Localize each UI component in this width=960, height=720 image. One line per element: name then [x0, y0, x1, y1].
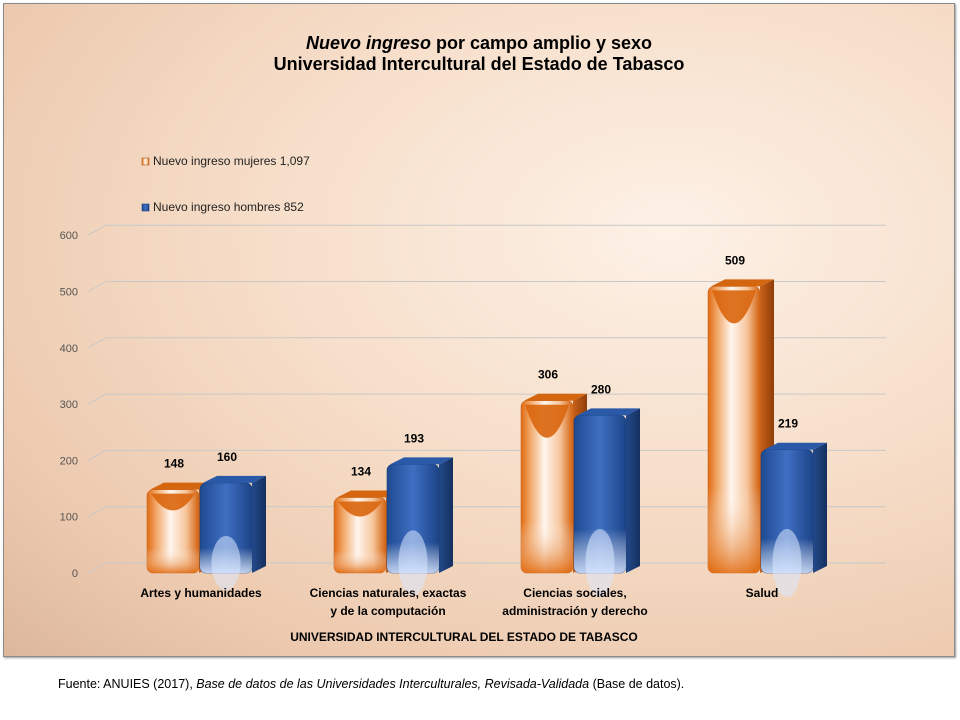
bar-highlight: [211, 535, 241, 591]
bar-highlight: [525, 404, 569, 438]
x-tick-label: Salud: [746, 586, 779, 600]
gridline-depth: [87, 281, 107, 292]
data-label: 193: [404, 431, 424, 445]
legend-swatch: [141, 203, 150, 212]
x-tick-label-line: Ciencias sociales,: [523, 586, 626, 600]
chart-title-italic: Nuevo ingreso: [305, 33, 431, 53]
bar-highlight: [772, 529, 802, 597]
bar-shade: [387, 464, 439, 573]
source-italic: Base de datos de las Universidades Inter…: [196, 677, 590, 691]
bar-top: [337, 490, 400, 498]
bar-highlight: [338, 501, 382, 517]
chart-title-rest: por campo amplio y sexo: [430, 33, 653, 53]
bar-top: [150, 482, 213, 490]
bar-top: [203, 475, 266, 483]
gridline-depth: [87, 506, 107, 518]
bar-highlight: [712, 290, 756, 324]
x-tick-label-line: Salud: [746, 586, 779, 600]
x-tick-label-line: Ciencias naturales, exactas: [310, 586, 467, 600]
gridline-depth: [87, 449, 107, 461]
bar-shade: [334, 497, 386, 573]
bar-shade: [200, 482, 252, 573]
source-suffix: (Base de datos).: [589, 677, 685, 691]
bar-highlight: [151, 493, 195, 511]
y-tick-label: 100: [60, 512, 78, 524]
x-tick-label: Ciencias sociales, administración y derec…: [502, 586, 647, 618]
bar-shade: [147, 489, 199, 573]
source-note: Fuente: ANUIES (2017), Base de datos de …: [58, 677, 684, 691]
y-tick-label: 400: [60, 343, 78, 355]
bar: [386, 457, 453, 596]
data-label: 148: [164, 457, 184, 471]
x-tick-label-line: administración y derecho: [502, 604, 647, 618]
chart-title: Nuevo ingreso por campo amplio y sexo: [4, 33, 954, 54]
bar: [760, 442, 827, 597]
x-axis-title: UNIVERSIDAD INTERCULTURAL DEL ESTADO DE …: [290, 630, 638, 644]
bar-top: [711, 279, 774, 287]
bar-highlight: [398, 530, 428, 596]
bar-top: [390, 457, 453, 465]
x-tick-label: Artes y humanidades: [140, 586, 262, 600]
gridline-depth: [87, 224, 107, 236]
gridline-depth: [87, 337, 107, 349]
gridline-depth: [87, 393, 107, 405]
bar-top: [524, 393, 587, 401]
y-tick-label: 200: [60, 455, 78, 467]
data-label: 160: [217, 450, 237, 464]
bar-shade: [761, 449, 813, 573]
legend: Nuevo ingreso mujeres 1,097 Nuevo ingreso…: [141, 154, 310, 214]
y-tick-label: 0: [72, 568, 78, 580]
legend-swatch: [141, 157, 150, 166]
bar-side: [813, 442, 827, 573]
x-tick-label-line: y de la computación: [330, 604, 445, 618]
bar-shade: [521, 400, 573, 573]
data-label: 219: [778, 417, 798, 431]
bar-chart: 0 100 200 300 400 500 600 Nuevo ingreso mujere…: [60, 154, 886, 644]
y-tick-label: 500: [60, 287, 78, 299]
data-labels: 148 160 134 193 306 280 509 219: [164, 253, 798, 478]
bar-side: [626, 408, 640, 573]
x-axis: Artes y humanidades Ciencias naturales, e…: [140, 586, 778, 618]
bar-top: [577, 408, 640, 416]
bar-shade: [574, 415, 626, 573]
bars: [146, 279, 827, 597]
data-label: 280: [591, 382, 611, 396]
y-axis: 0 100 200 300 400 500 600: [60, 230, 78, 580]
bar: [573, 408, 640, 597]
bar-side: [439, 457, 453, 573]
y-tick-label: 300: [60, 399, 78, 411]
x-tick-label: Ciencias naturales, exactas y de la compu…: [310, 586, 467, 618]
bar-shade: [708, 286, 760, 573]
bar: [707, 279, 774, 574]
legend-label: Nuevo ingreso mujeres 1,097: [153, 154, 310, 168]
legend-label: Nuevo ingreso hombres 852: [153, 200, 304, 214]
chart-subtitle: Universidad Intercultural del Estado de …: [273, 54, 685, 74]
bar-highlight: [585, 529, 615, 597]
gridline-depth: [87, 562, 107, 574]
bar-top: [764, 442, 827, 450]
bar: [199, 475, 266, 591]
data-label: 509: [725, 253, 745, 267]
bar-side: [252, 475, 266, 573]
source-prefix: Fuente: ANUIES (2017),: [58, 677, 197, 691]
data-label: 306: [538, 368, 558, 382]
x-tick-label-line: Artes y humanidades: [140, 586, 262, 600]
y-tick-label: 600: [60, 230, 78, 242]
data-label: 134: [351, 465, 371, 479]
bar: [520, 393, 587, 574]
